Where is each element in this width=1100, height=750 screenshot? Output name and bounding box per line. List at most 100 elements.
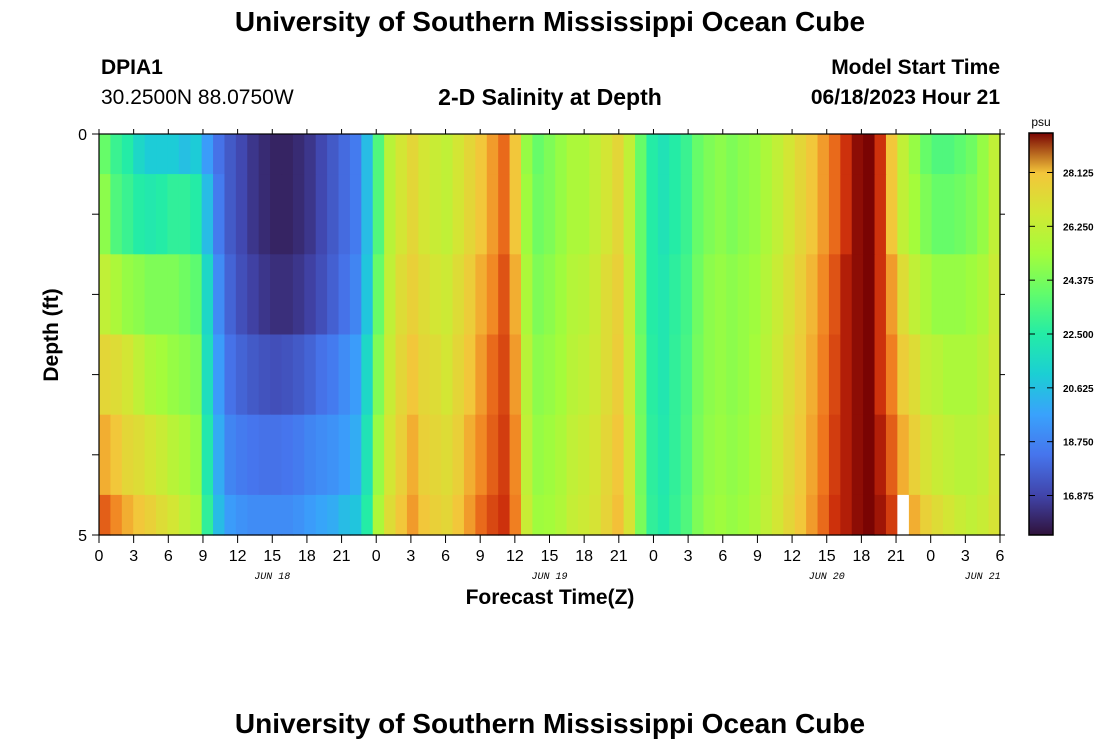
- heatmap-cell: [315, 254, 328, 336]
- heatmap-cell: [532, 334, 545, 416]
- heatmap-cell: [338, 414, 351, 496]
- heatmap-cell: [680, 414, 693, 496]
- heatmap-cell: [133, 134, 146, 175]
- x-tick-label: 15: [263, 548, 281, 565]
- heatmap-cell: [771, 254, 784, 336]
- heatmap-cell: [281, 414, 294, 496]
- heatmap-cell: [714, 254, 727, 336]
- colorbar-tick-label: 20.625: [1063, 384, 1094, 395]
- heatmap-cell: [99, 334, 112, 416]
- heatmap-cell: [498, 494, 511, 536]
- heatmap-cell: [99, 254, 112, 336]
- heatmap-cell: [874, 494, 887, 536]
- heatmap-cell: [190, 254, 203, 336]
- heatmap-cell: [167, 494, 180, 536]
- heatmap-cell: [692, 334, 705, 416]
- y-axis-label: Depth (ft): [40, 288, 63, 381]
- heatmap-cell: [327, 254, 340, 336]
- heatmap-cell: [977, 334, 990, 416]
- heatmap-cell: [737, 174, 750, 255]
- heatmap-cell: [338, 494, 351, 536]
- heatmap-cell: [817, 174, 830, 255]
- heatmap-cell: [635, 334, 648, 416]
- heatmap-cell: [897, 134, 910, 175]
- heatmap-cell: [110, 494, 123, 536]
- heatmap-cell: [463, 334, 476, 416]
- heatmap-cell: [623, 134, 636, 175]
- heatmap-cell: [235, 334, 248, 416]
- heatmap-cell: [566, 414, 579, 496]
- heatmap-cell: [760, 414, 773, 496]
- colorbar-tick-label: 24.375: [1063, 276, 1094, 287]
- heatmap-cell: [338, 254, 351, 336]
- heatmap-cell: [247, 254, 260, 336]
- heatmap-cell: [749, 134, 762, 175]
- heatmap-cell: [828, 414, 841, 496]
- heatmap-cell: [156, 334, 169, 416]
- heatmap-cell: [520, 414, 533, 496]
- heatmap-cell: [988, 174, 1001, 255]
- x-tick-label: 18: [575, 548, 593, 565]
- heatmap-cell: [714, 174, 727, 255]
- heatmap-cell: [555, 414, 568, 496]
- x-tick-label: 6: [164, 548, 173, 565]
- heatmap-cell: [178, 134, 191, 175]
- missing-data-cell: [897, 494, 909, 535]
- colorbar-tick-label: 28.125: [1063, 168, 1094, 179]
- heatmap-cell: [612, 134, 625, 175]
- heatmap-cell: [965, 174, 978, 255]
- heatmap-cell: [635, 414, 648, 496]
- x-tick-label: 18: [298, 548, 316, 565]
- heatmap-cell: [657, 414, 670, 496]
- heatmap-cell: [692, 174, 705, 255]
- heatmap-cell: [327, 134, 340, 175]
- heatmap-cell: [327, 334, 340, 416]
- heatmap-cell: [942, 334, 955, 416]
- heatmap-cell: [190, 174, 203, 255]
- heatmap-cell: [213, 414, 226, 496]
- heatmap-cell: [304, 414, 317, 496]
- heatmap-cell: [315, 174, 328, 255]
- heatmap-cell: [441, 174, 454, 255]
- colorbar-tick-label: 26.250: [1063, 222, 1094, 233]
- heatmap-cell: [258, 254, 271, 336]
- heatmap-cell: [612, 174, 625, 255]
- heatmap-cell: [121, 334, 134, 416]
- heatmap-cell: [931, 174, 944, 255]
- heatmap-cell: [908, 334, 921, 416]
- heatmap-cell: [144, 334, 157, 416]
- heatmap-cell: [178, 174, 191, 255]
- heatmap-cell: [361, 174, 374, 255]
- heatmap-cell: [783, 494, 796, 536]
- heatmap-cell: [726, 334, 739, 416]
- heatmap-cell: [304, 334, 317, 416]
- heatmap-cell: [760, 494, 773, 536]
- heatmap-cell: [828, 134, 841, 175]
- heatmap-cell: [954, 494, 967, 536]
- heatmap-cell: [292, 334, 305, 416]
- heatmap-cell: [931, 254, 944, 336]
- heatmap-cell: [885, 134, 898, 175]
- heatmap-cell: [828, 494, 841, 536]
- heatmap-cell: [532, 134, 545, 175]
- heatmap-cell: [714, 414, 727, 496]
- heatmap-cell: [589, 334, 602, 416]
- heatmap-cell: [600, 174, 613, 255]
- heatmap-cell: [532, 414, 545, 496]
- heatmap-cell: [578, 494, 591, 536]
- heatmap-cell: [726, 494, 739, 536]
- heatmap-cell: [612, 494, 625, 536]
- heatmap-cell: [486, 494, 499, 536]
- heatmap-cell: [133, 254, 146, 336]
- heatmap-cell: [201, 334, 214, 416]
- x-axis-label: Forecast Time(Z): [466, 586, 635, 609]
- heatmap-cell: [646, 174, 659, 255]
- model-start-label: Model Start Time: [831, 56, 1000, 79]
- heatmap-cell: [908, 254, 921, 336]
- heatmap-cell: [942, 174, 955, 255]
- heatmap-cell: [600, 134, 613, 175]
- heatmap-cell: [509, 174, 522, 255]
- x-tick-label: 0: [372, 548, 381, 565]
- heatmap-cell: [703, 174, 716, 255]
- heatmap-cell: [543, 174, 556, 255]
